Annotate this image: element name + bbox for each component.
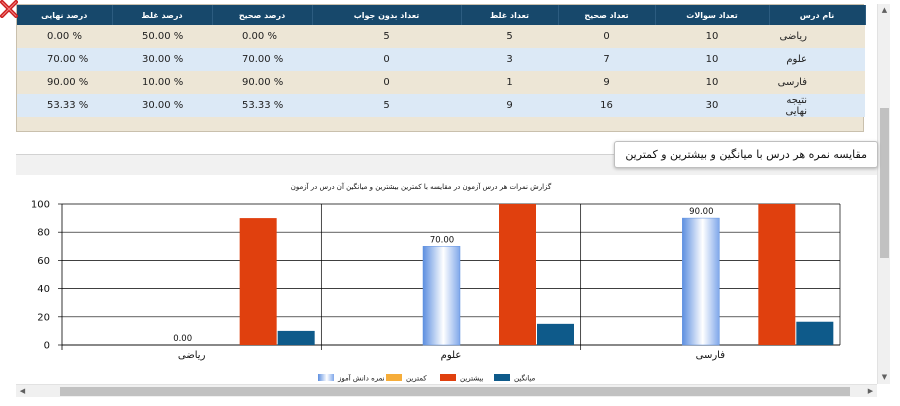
table-cell: فارسی	[769, 71, 865, 94]
table-cell: 9	[461, 94, 558, 117]
col-header-unanswered-count: تعداد بدون جواب	[312, 5, 462, 25]
table-cell: 5	[461, 25, 558, 48]
table-cell: 0	[558, 25, 655, 48]
y-tick-label: 20	[37, 312, 50, 323]
table-cell: نتیجه نهایی	[769, 94, 865, 117]
max-score-bar	[758, 204, 796, 345]
table-cell: 1	[461, 71, 558, 94]
table-row-total: نتیجه نهایی 30 16 9 5 53.33 % 30.00 % 53…	[17, 94, 865, 117]
table-cell: 5	[312, 25, 461, 48]
scroll-down-icon[interactable]: ▼	[881, 373, 888, 381]
table-cell: 70.00 %	[17, 48, 112, 71]
table-cell: 30	[655, 94, 769, 117]
y-tick-label: 0	[44, 341, 50, 352]
student-score-bar	[422, 246, 461, 346]
chart-title: گزارش نمرات هر درس آزمون در مقایسه با کم…	[291, 182, 552, 191]
table-cell: 90.00 %	[17, 71, 112, 94]
col-header-correct-count: تعداد صحیح	[558, 5, 656, 25]
table-cell: 10	[655, 48, 769, 71]
data-label: 70.00	[430, 235, 454, 245]
table-cell: علوم	[769, 48, 865, 71]
table-cell: 30.00 %	[112, 48, 212, 71]
average-score-bar	[537, 323, 574, 345]
table-cell: 50.00 %	[112, 25, 212, 48]
horizontal-scroll-thumb[interactable]	[60, 387, 850, 396]
legend-label: نمره دانش آموز	[337, 374, 385, 383]
max-score-bar	[239, 218, 277, 345]
table-cell: 0.00 %	[212, 25, 312, 48]
scroll-up-icon[interactable]: ▲	[881, 6, 888, 14]
legend-label: کمترین	[406, 375, 427, 383]
table-cell: 70.00 %	[212, 48, 312, 71]
col-header-correct-percent: درصد صحیح	[212, 5, 313, 25]
student-score-bar	[682, 217, 720, 346]
table-row: ریاضی 10 0 5 5 0.00 % 50.00 % 0.00 %	[17, 25, 865, 48]
col-header-wrong-percent: درصد غلط	[112, 5, 213, 25]
table-cell: 30.00 %	[112, 94, 212, 117]
y-tick-label: 60	[37, 256, 50, 267]
table-cell: 53.33 %	[212, 94, 312, 117]
table-cell: 9	[558, 71, 655, 94]
chart-tab-label[interactable]: مقایسه نمره هر درس با میانگین و بیشترین …	[614, 141, 878, 168]
scroll-right-icon[interactable]: ▶	[867, 387, 874, 395]
horizontal-scrollbar[interactable]: ◀ ▶	[16, 384, 877, 397]
table-cell: 10	[655, 71, 769, 94]
table-cell: 5	[312, 94, 461, 117]
table-cell: 53.33 %	[17, 94, 112, 117]
table-row: علوم 10 7 3 0 70.00 % 30.00 % 70.00 %	[17, 48, 865, 71]
legend-label: بیشترین	[460, 375, 484, 383]
close-icon[interactable]	[0, 0, 18, 18]
table-cell: 16	[558, 94, 655, 117]
y-tick-label: 80	[37, 228, 50, 239]
col-header-wrong-count: تعداد غلط	[461, 5, 559, 25]
x-tick-label: ریاضی	[178, 350, 206, 361]
data-label: 0.00	[173, 334, 192, 344]
col-header-question-count: تعداد سوالات	[655, 5, 770, 25]
legend-swatch	[494, 374, 510, 381]
legend-swatch	[440, 374, 456, 381]
results-table-panel: نام درس تعداد سوالات تعداد صحیح تعداد غل…	[16, 4, 866, 132]
table-row: فارسی 10 9 1 0 90.00 % 10.00 % 90.00 %	[17, 71, 865, 94]
legend-swatch	[386, 374, 402, 381]
scroll-left-icon[interactable]: ◀	[19, 387, 26, 395]
col-header-subject: نام درس	[769, 5, 866, 25]
y-tick-label: 40	[37, 284, 50, 295]
y-tick-label: 100	[31, 200, 50, 211]
table-cell: 0	[312, 71, 461, 94]
table-cell: ریاضی	[769, 25, 865, 48]
table-cell: 0	[312, 48, 461, 71]
table-cell: 0.00 %	[17, 25, 112, 48]
x-tick-label: فارسی	[696, 350, 726, 361]
results-table: نام درس تعداد سوالات تعداد صحیح تعداد غل…	[17, 5, 866, 117]
legend-label: میانگین	[514, 374, 536, 383]
average-score-bar	[277, 330, 315, 345]
table-cell: 7	[558, 48, 655, 71]
table-cell: 3	[461, 48, 558, 71]
table-cell: 90.00 %	[212, 71, 312, 94]
x-tick-label: علوم	[441, 350, 462, 361]
legend-swatch	[318, 374, 334, 381]
table-cell: 10.00 %	[112, 71, 212, 94]
data-label: 90.00	[689, 207, 713, 217]
col-header-final-percent: درصد نهایی	[17, 5, 113, 25]
max-score-bar	[499, 204, 536, 345]
table-header-row: نام درس تعداد سوالات تعداد صحیح تعداد غل…	[17, 5, 866, 25]
vertical-scrollbar[interactable]: ▲ ▼	[877, 4, 890, 384]
vertical-scroll-thumb[interactable]	[880, 108, 889, 258]
table-cell: 10	[655, 25, 769, 48]
average-score-bar	[796, 321, 834, 345]
